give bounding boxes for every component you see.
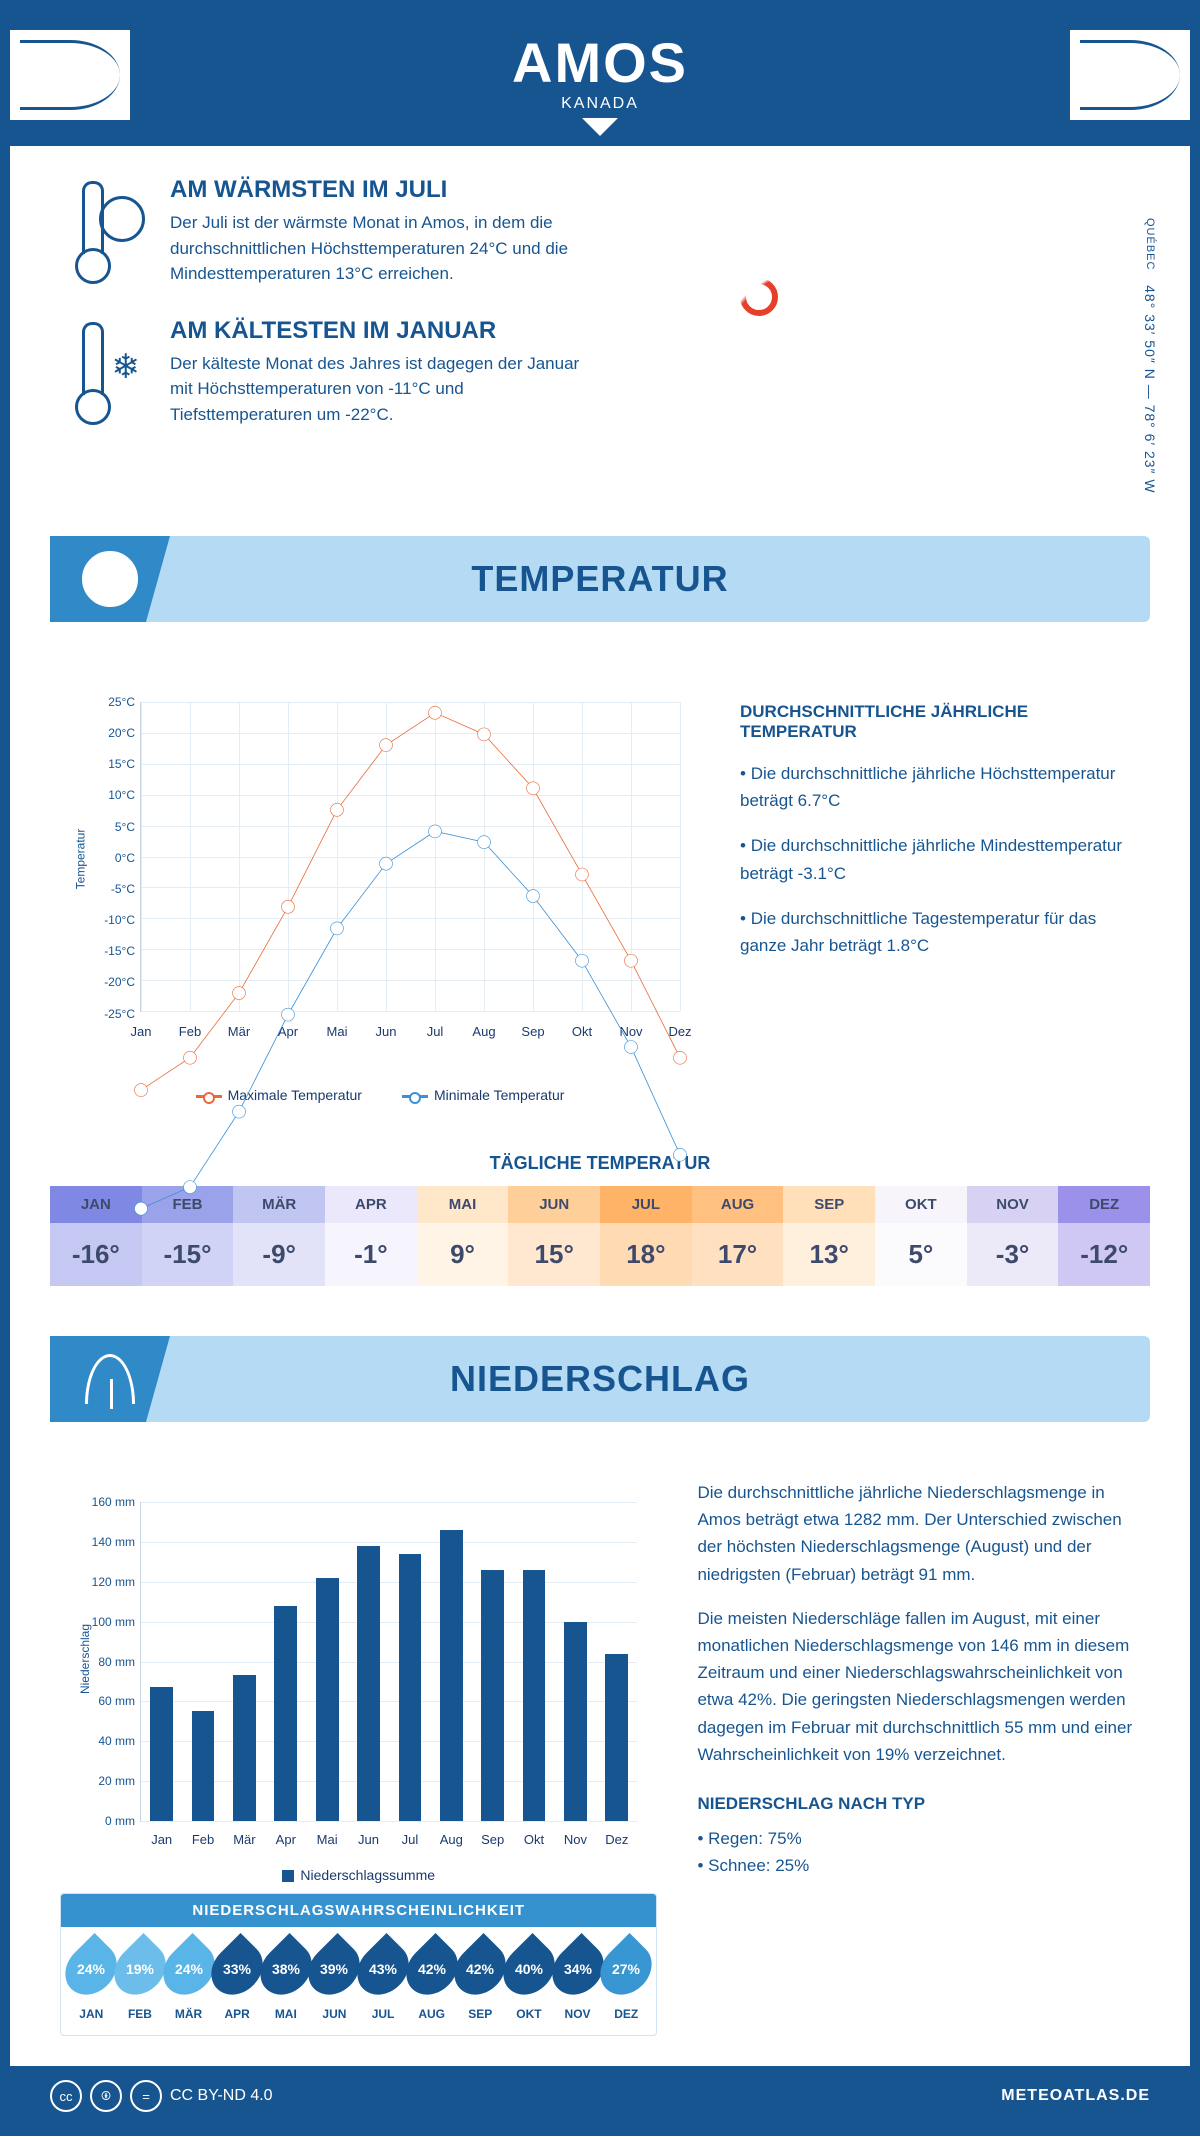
probability-row: 24%JAN19%FEB24%MÄR33%APR38%MAI39%JUN43%J… xyxy=(61,1927,656,2035)
daily-month-value: -12° xyxy=(1058,1223,1150,1286)
precip-bar xyxy=(316,1578,339,1821)
daily-month-value: -16° xyxy=(50,1223,142,1286)
warmest-title: AM WÄRMSTEN IM JULI xyxy=(170,176,580,204)
probability-drop: 39%JUN xyxy=(310,1941,359,2021)
temperature-section-bar: TEMPERATUR xyxy=(50,536,1150,622)
precip-bar xyxy=(399,1554,422,1821)
page-frame: AMOS KANADA AM WÄRMSTEN IM JULI Der Juli… xyxy=(0,0,1200,2136)
temp-note-item: Die durchschnittliche jährliche Mindestt… xyxy=(740,832,1140,886)
probability-drop: 43%JUL xyxy=(359,1941,408,2021)
precip-type-title: NIEDERSCHLAG NACH TYP xyxy=(697,1790,1140,1817)
precip-row: Niederschlag JanFebMärAprMaiJunJulAugSep… xyxy=(10,1432,1190,2066)
sun-tab-icon xyxy=(82,551,138,607)
daily-month-header: AUG xyxy=(692,1186,784,1223)
intro-text-col: AM WÄRMSTEN IM JULI Der Juli ist der wär… xyxy=(60,176,580,496)
precip-text-col: Die durchschnittliche jährliche Niedersc… xyxy=(697,1462,1140,2036)
probability-drop: 33%APR xyxy=(213,1941,262,2021)
city-title: AMOS xyxy=(10,30,1190,95)
probability-drop: 42%SEP xyxy=(456,1941,505,2021)
precip-bar xyxy=(274,1606,297,1821)
coordinates-label: QUÉBEC 48° 33′ 50″ N — 78° 6′ 23″ W xyxy=(1142,216,1158,496)
daily-month-header: SEP xyxy=(783,1186,875,1223)
temp-chart-col: Temperatur JanFebMärAprMaiJunJulAugSepOk… xyxy=(60,662,700,1103)
temperature-line-chart: Temperatur JanFebMärAprMaiJunJulAugSepOk… xyxy=(60,692,700,1072)
precip-bar xyxy=(192,1711,215,1821)
site-name: METEOATLAS.DE xyxy=(1001,2087,1150,2105)
temp-notes-title: DURCHSCHNITTLICHE JÄHRLICHE TEMPERATUR xyxy=(740,702,1140,742)
probability-drop: 19%FEB xyxy=(116,1941,165,2021)
warmest-text: Der Juli ist der wärmste Monat in Amos, … xyxy=(170,210,580,287)
probability-drop: 24%MÄR xyxy=(164,1941,213,2021)
header: AMOS KANADA xyxy=(10,10,1190,146)
coldest-title: AM KÄLTESTEN IM JANUAR xyxy=(170,317,580,345)
precip-para-1: Die durchschnittliche jährliche Niedersc… xyxy=(697,1479,1140,1588)
daily-month-value: 17° xyxy=(692,1223,784,1286)
daily-month-value: 13° xyxy=(783,1223,875,1286)
precip-bar xyxy=(233,1675,256,1821)
daily-month-value: -3° xyxy=(967,1223,1059,1286)
location-marker-icon xyxy=(740,278,778,316)
precip-type-item: • Regen: 75% xyxy=(697,1825,1140,1852)
sun-icon xyxy=(99,196,145,242)
precip-chart-col: Niederschlag JanFebMärAprMaiJunJulAugSep… xyxy=(60,1462,657,2036)
probability-drop: 38%MAI xyxy=(262,1941,311,2021)
intro-row: AM WÄRMSTEN IM JULI Der Juli ist der wär… xyxy=(10,146,1190,526)
by-icon: 🅯 xyxy=(90,2080,122,2112)
daily-month-header: JAN xyxy=(50,1186,142,1223)
precip-bar xyxy=(150,1687,173,1821)
daily-month-header: NOV xyxy=(967,1186,1059,1223)
temp-note-item: Die durchschnittliche Tagestemperatur fü… xyxy=(740,905,1140,959)
precip-bar xyxy=(523,1570,546,1821)
probability-drop: 40%OKT xyxy=(505,1941,554,2021)
country-subtitle: KANADA xyxy=(10,95,1190,113)
wind-icon-left xyxy=(10,30,130,120)
world-map-icon xyxy=(620,176,1140,496)
temperature-heading: TEMPERATUR xyxy=(471,558,728,600)
precip-bar xyxy=(605,1654,628,1821)
warmest-block: AM WÄRMSTEN IM JULI Der Juli ist der wär… xyxy=(60,176,580,287)
temp-row: Temperatur JanFebMärAprMaiJunJulAugSepOk… xyxy=(10,632,1190,1133)
precip-type-item: • Schnee: 25% xyxy=(697,1852,1140,1879)
precip-bar xyxy=(564,1622,587,1821)
thermometer-hot-icon xyxy=(60,176,150,286)
daily-month-header: OKT xyxy=(875,1186,967,1223)
snowflake-icon: ❄ xyxy=(112,347,141,387)
map-col: QUÉBEC 48° 33′ 50″ N — 78° 6′ 23″ W xyxy=(620,176,1140,496)
precip-section-bar: NIEDERSCHLAG xyxy=(50,1336,1150,1422)
probability-box: NIEDERSCHLAGSWAHRSCHEINLICHKEIT 24%JAN19… xyxy=(60,1893,657,2036)
probability-drop: 27%DEZ xyxy=(602,1941,651,2021)
precip-bar xyxy=(440,1530,463,1821)
temp-note-item: Die durchschnittliche jährliche Höchstte… xyxy=(740,760,1140,814)
precip-bar xyxy=(357,1546,380,1821)
probability-drop: 24%JAN xyxy=(67,1941,116,2021)
coldest-text: Der kälteste Monat des Jahres ist dagege… xyxy=(170,351,580,428)
precip-bar xyxy=(481,1570,504,1821)
probability-drop: 42%AUG xyxy=(407,1941,456,2021)
footer: cc 🅯 = CC BY-ND 4.0 METEOATLAS.DE xyxy=(10,2066,1190,2126)
daily-month-header: DEZ xyxy=(1058,1186,1150,1223)
probability-drop: 34%NOV xyxy=(553,1941,602,2021)
precip-type-list: • Regen: 75%• Schnee: 25% xyxy=(697,1825,1140,1879)
temp-notes-col: DURCHSCHNITTLICHE JÄHRLICHE TEMPERATUR D… xyxy=(740,662,1140,1103)
cc-icon: cc xyxy=(50,2080,82,2112)
thermometer-cold-icon: ❄ xyxy=(60,317,150,427)
temp-notes-list: Die durchschnittliche jährliche Höchstte… xyxy=(740,760,1140,959)
coldest-block: ❄ AM KÄLTESTEN IM JANUAR Der kälteste Mo… xyxy=(60,317,580,428)
daily-month-value: 5° xyxy=(875,1223,967,1286)
probability-title: NIEDERSCHLAGSWAHRSCHEINLICHKEIT xyxy=(61,1894,656,1927)
precip-heading: NIEDERSCHLAG xyxy=(450,1358,750,1400)
precip-para-2: Die meisten Niederschläge fallen im Augu… xyxy=(697,1605,1140,1768)
precip-bar-chart: Niederschlag JanFebMärAprMaiJunJulAugSep… xyxy=(60,1492,657,1872)
license-text: CC BY-ND 4.0 xyxy=(170,2087,273,2105)
umbrella-tab-icon xyxy=(85,1354,135,1404)
wind-icon-right xyxy=(1070,30,1190,120)
nd-icon: = xyxy=(130,2080,162,2112)
chevron-down-icon xyxy=(582,118,618,136)
license-block: cc 🅯 = CC BY-ND 4.0 xyxy=(50,2080,273,2112)
